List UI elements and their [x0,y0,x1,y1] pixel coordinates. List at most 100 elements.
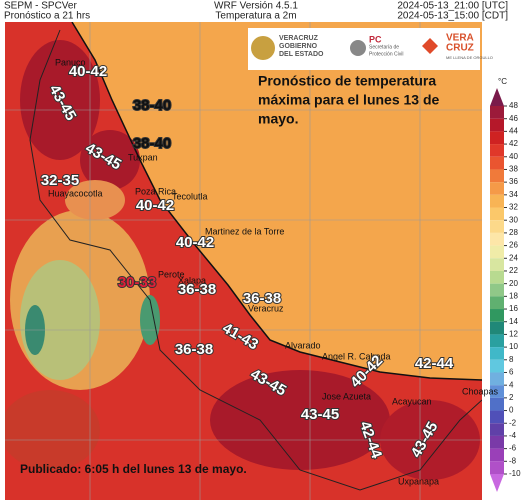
place-name: Panuco [55,57,86,67]
temperature-range: 38-40 [133,97,171,114]
temperature-range: 30-33 [118,274,156,291]
colorbar-label: -8 [509,456,517,465]
hot-zone [80,130,140,190]
colorbar-label: 14 [509,317,518,326]
temperature-range: 36-38 [175,341,213,358]
colorbar-label: 20 [509,279,518,288]
logo-text: CRUZ [446,43,474,54]
colorbar-segment [490,296,504,310]
colorbar-segment [490,270,504,284]
colorbar-label: 32 [509,203,518,212]
state-border [29,29,482,491]
logo-text: PC [369,34,382,44]
colorbar-label: 26 [509,241,518,250]
place-name: Jose Azueta [322,391,371,401]
warm-zone [65,180,125,220]
place-name: Poza Rica [135,186,176,196]
colorbar-segment [490,385,504,398]
colorbar-segment [490,435,504,449]
colorbar-segment [490,194,504,208]
colorbar: 4846444240383634323028262422201816141210… [490,77,521,492]
colorbar-segment [490,220,504,233]
colorbar-label: 12 [509,330,518,339]
colorbar-label: 18 [509,291,518,300]
place-name: Huayacocotla [48,188,103,198]
colorbar-segment [490,334,504,348]
temperature-field [5,22,482,500]
temperature-range: 40-42 [136,197,174,214]
logo-text: Secretaría de [369,44,399,50]
colorbar-label: 44 [509,126,518,135]
header-text: Pronóstico a 21 hrs [4,11,90,22]
colorbar-segment [490,397,504,411]
graticule [5,22,482,500]
colorbar-segment [490,144,504,157]
colorbar-segment [490,283,504,297]
map-title: Pronóstico de temperatura [258,73,436,89]
colorbar-label: 34 [509,190,518,199]
colorbar-label: 42 [509,139,518,148]
place-name: Choapas [462,386,499,396]
colorbar-segment [490,232,504,246]
map-title: mayo. [258,111,298,127]
place-name: Perote [158,269,185,279]
hot-zone [210,370,390,470]
colorbar-segment [490,131,504,145]
map-title: máxima para el lunes 13 de [258,92,440,108]
colorbar-cap [490,474,504,492]
colorbar-label: 16 [509,304,518,313]
colorbar-segment [490,182,504,195]
colorbar-segment [490,410,504,424]
colorbar-segment [490,461,504,474]
logo-text: GOBIERNO [279,43,318,50]
place-name: Veracruz [248,303,284,313]
colorbar-cap [490,88,504,106]
temperature-range: 40-42 [176,234,214,251]
colorbar-label: 36 [509,177,518,186]
colorbar-unit: °C [498,77,507,86]
colorbar-segment [490,207,504,221]
colorbar-label: -4 [509,431,517,440]
temperature-range: 43-45 [301,406,339,423]
colorbar-segment [490,156,504,170]
header-text: 2024-05-13_15:00 [CDT] [397,11,508,22]
colorbar-label: 48 [509,101,518,110]
colorbar-segment [490,106,504,119]
place-name: Acayucan [392,396,432,406]
colorbar-label: 0 [509,406,514,415]
veracruz-seal [251,36,275,60]
temperature-range: 42-44 [415,355,454,372]
header-text: SEPM - SPCVer [4,1,77,12]
colorbar-label: 30 [509,215,518,224]
colorbar-segment [490,448,504,462]
colorbar-label: 6 [509,368,514,377]
brand-icon [422,38,438,54]
colorbar-label: 22 [509,266,518,275]
place-name: Martinez de la Torre [205,226,284,236]
colorbar-segment [490,258,504,271]
temperature-range: 36-38 [178,281,216,298]
colorbar-label: -10 [509,469,521,478]
colorbar-segment [490,347,504,360]
temperature-range: 40-42 [69,63,107,80]
colorbar-label: 2 [509,393,514,402]
colorbar-segment [490,118,504,132]
header-text: Temperatura a 2m [215,11,296,22]
header-text: WRF Versión 4.5.1 [214,1,298,12]
header-strip [0,0,526,22]
cold-zone [140,295,160,345]
colorbar-segment [490,321,504,335]
place-name: Alvarado [285,340,321,350]
logo-text: DEL ESTADO [279,51,324,58]
logo-text: VERA [446,33,474,44]
place-name: Angel R. Cabada [322,351,391,361]
colorbar-label: 38 [509,165,518,174]
colorbar-label: 4 [509,380,514,389]
hot-zone [5,390,100,470]
colorbar-segment [490,309,504,322]
colorbar-label: 10 [509,342,518,351]
temperature-range: 32-35 [41,172,79,189]
colorbar-label: -2 [509,418,517,427]
place-name: Uxpanapa [398,476,439,486]
